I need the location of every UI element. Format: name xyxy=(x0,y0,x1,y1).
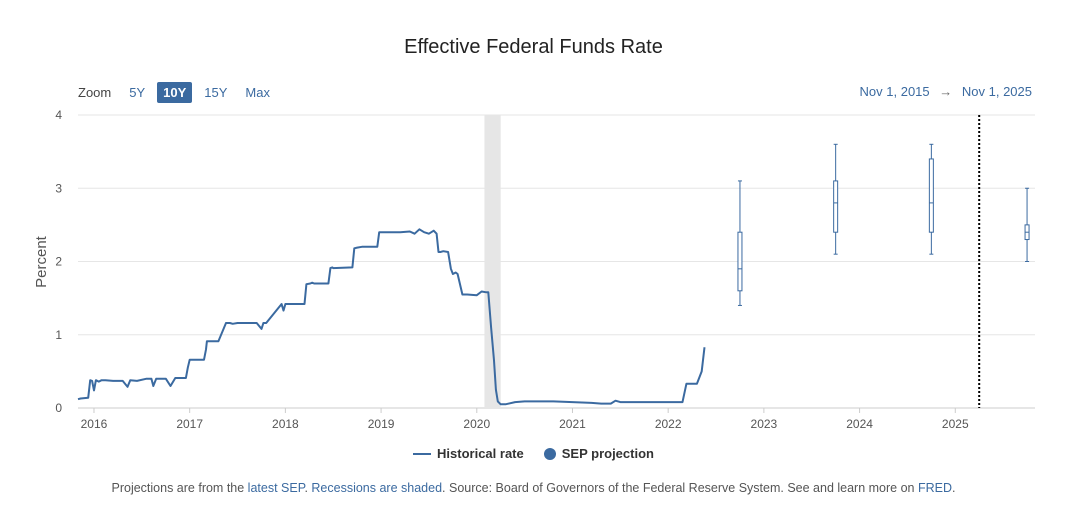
x-tick-label: 2024 xyxy=(846,417,873,431)
legend-historical-label: Historical rate xyxy=(437,446,524,461)
projection-iqr xyxy=(928,158,934,233)
legend: Historical rate SEP projection xyxy=(0,446,1067,461)
legend-historical[interactable]: Historical rate xyxy=(413,446,524,461)
zoom-label: Zoom xyxy=(78,85,112,100)
projection-box xyxy=(737,180,743,306)
zoom-controls: Zoom 5Y 10Y 15Y Max xyxy=(78,82,282,103)
legend-projection[interactable]: SEP projection xyxy=(543,446,654,461)
x-tick-label: 2020 xyxy=(463,417,490,431)
projection-box xyxy=(928,143,934,255)
x-tick-label: 2018 xyxy=(272,417,299,431)
projection-iqr xyxy=(737,231,743,292)
historical-series xyxy=(77,228,706,406)
footer-text-4: . xyxy=(952,481,956,495)
y-axis-title: Percent xyxy=(33,235,50,288)
zoom-15y-button[interactable]: 15Y xyxy=(204,85,228,100)
y-tick-label: 4 xyxy=(55,108,62,122)
projection-box xyxy=(833,143,839,255)
x-tick-label: 2025 xyxy=(942,417,969,431)
range-end[interactable]: Nov 1, 2025 xyxy=(961,84,1032,99)
y-tick-label: 0 xyxy=(55,401,62,415)
line-swatch-icon xyxy=(413,452,432,455)
recessions-link[interactable]: Recessions are shaded xyxy=(311,481,443,495)
projection-box xyxy=(1024,187,1030,262)
range-arrow-icon: → xyxy=(939,84,953,99)
footer-text-1: Projections are from the xyxy=(111,481,248,495)
recession-band xyxy=(484,115,501,408)
zoom-max-button[interactable]: Max xyxy=(245,85,270,100)
range-start[interactable]: Nov 1, 2015 xyxy=(859,84,930,99)
zoom-10y-button[interactable]: 10Y xyxy=(157,82,193,103)
x-tick-label: 2021 xyxy=(559,417,586,431)
x-axis-ticks: 2016 2017 2018 2019 2020 2021 2022 2023 2024 2025 xyxy=(81,408,969,431)
chart-title: Effective Federal Funds Rate xyxy=(404,36,663,58)
x-tick-label: 2017 xyxy=(176,417,203,431)
dot-swatch-icon xyxy=(543,447,556,460)
footer-text-2: . xyxy=(304,481,312,495)
date-range[interactable]: Nov 1, 2015 → Nov 1, 2025 xyxy=(860,84,1032,99)
projection-boxes xyxy=(737,143,1030,306)
recession-shading xyxy=(484,115,501,408)
x-tick-label: 2023 xyxy=(751,417,778,431)
x-tick-label: 2016 xyxy=(81,417,108,431)
x-tick-label: 2019 xyxy=(368,417,395,431)
footer-text-3: . Source: Board of Governors of the Fede… xyxy=(442,481,918,495)
legend-projection-label: SEP projection xyxy=(561,446,654,461)
grid-lines xyxy=(78,114,1035,409)
historical-rate-line xyxy=(77,228,706,406)
x-tick-label: 2022 xyxy=(655,417,682,431)
footer-note: Projections are from the latest SEP. Rec… xyxy=(0,481,1067,495)
zoom-5y-button[interactable]: 5Y xyxy=(129,85,146,100)
fred-link[interactable]: FRED xyxy=(917,481,952,495)
projection-iqr xyxy=(833,180,839,233)
latest-sep-link[interactable]: latest SEP xyxy=(247,481,305,495)
y-tick-label: 1 xyxy=(55,328,62,342)
y-tick-label: 3 xyxy=(55,181,62,195)
y-axis-ticks: 0 1 2 3 4 xyxy=(55,108,62,415)
y-tick-label: 2 xyxy=(55,255,62,269)
